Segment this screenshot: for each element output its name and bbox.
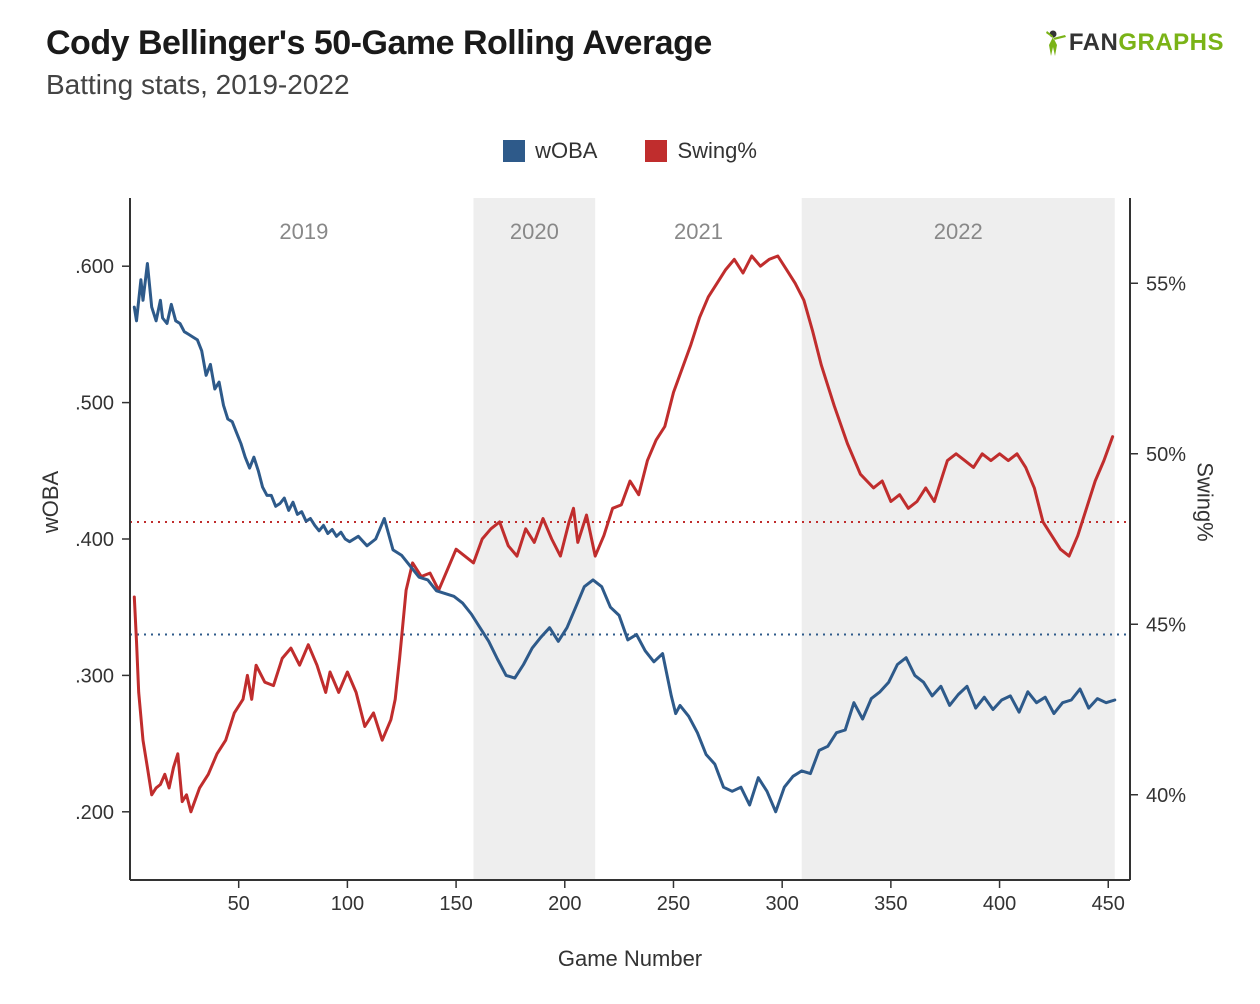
brand-text-1: FAN [1069,29,1119,57]
x-tick-label: 300 [765,893,798,915]
chart-title: Cody Bellinger's 50-Game Rolling Average [46,24,712,63]
season-label: 2020 [510,219,559,244]
y-left-tick-label: .200 [75,802,114,824]
plot-svg: 2019202020212022501001502002503003504004… [130,198,1130,880]
brand-icon [1043,29,1069,57]
legend-label: wOBA [535,138,597,164]
legend-swatch [503,140,525,162]
y-right-tick-label: 45% [1146,614,1186,636]
y-left-tick-label: .300 [75,665,114,687]
season-label: 2021 [674,219,723,244]
plot-area: 2019202020212022501001502002503003504004… [130,198,1130,880]
legend-swatch [645,140,667,162]
x-tick-label: 350 [874,893,907,915]
y-left-axis-label: wOBA [38,471,64,533]
season-label: 2022 [934,219,983,244]
legend-label: Swing% [677,138,756,164]
season-label: 2019 [279,219,328,244]
y-left-tick-label: .600 [75,256,114,278]
y-right-axis-label: Swing% [1191,462,1217,541]
y-right-tick-label: 50% [1146,444,1186,466]
y-left-tick-label: .400 [75,529,114,551]
x-tick-label: 450 [1092,893,1125,915]
x-tick-label: 250 [657,893,690,915]
brand-logo: FANGRAPHS [1043,28,1224,58]
y-right-tick-label: 40% [1146,785,1186,807]
chart-container: Cody Bellinger's 50-Game Rolling Average… [0,0,1260,1004]
legend-item-woba: wOBA [503,138,597,164]
legend-item-swing: Swing% [645,138,756,164]
x-tick-label: 400 [983,893,1016,915]
x-tick-label: 200 [548,893,581,915]
x-tick-label: 100 [331,893,364,915]
y-right-tick-label: 55% [1146,273,1186,295]
x-axis-label: Game Number [0,946,1260,972]
title-block: Cody Bellinger's 50-Game Rolling Average… [46,24,712,101]
x-tick-label: 50 [228,893,250,915]
legend: wOBA Swing% [0,138,1260,164]
x-tick-label: 150 [439,893,472,915]
y-left-tick-label: .500 [75,393,114,415]
brand-text-2: GRAPHS [1118,29,1224,57]
chart-subtitle: Batting stats, 2019-2022 [46,69,712,101]
